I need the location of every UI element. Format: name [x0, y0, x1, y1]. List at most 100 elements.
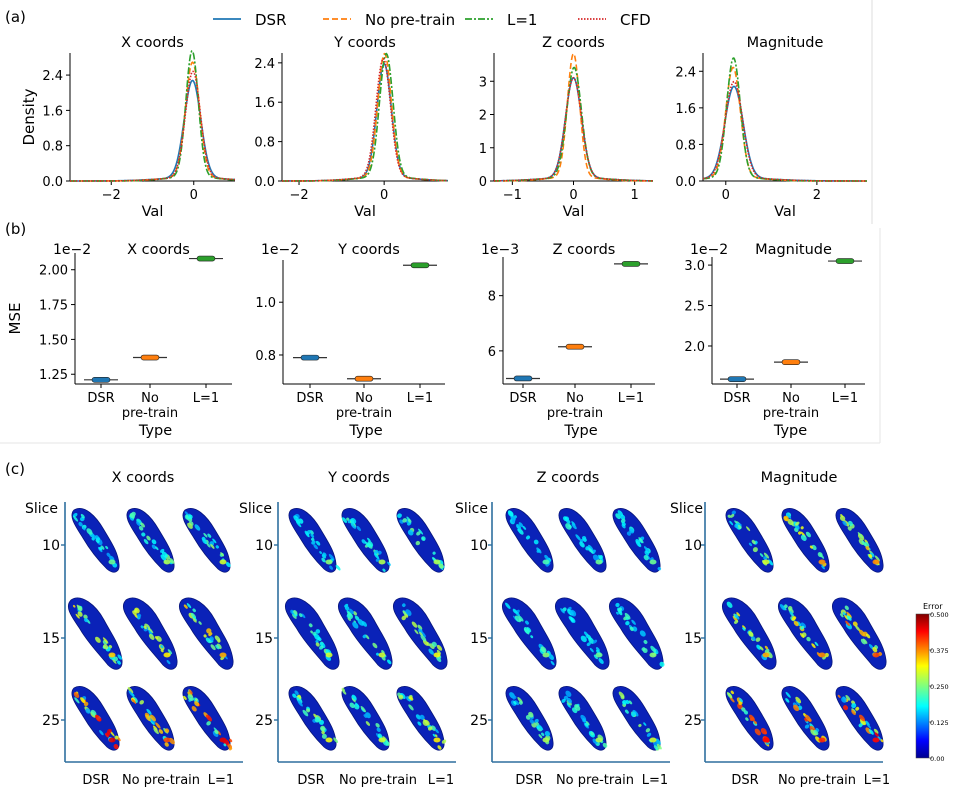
error-spot: [626, 531, 632, 536]
mse-point-no-pre-train: [354, 375, 374, 382]
error-spot: [536, 549, 541, 553]
error-map-25-l-1: [396, 686, 447, 751]
error-spot: [146, 535, 151, 541]
y-tick-label: 2.4: [675, 65, 696, 80]
error-spot: [751, 539, 756, 545]
error-hotspot: [108, 737, 116, 743]
error-spot: [95, 537, 101, 542]
slice-label: 15: [684, 631, 702, 647]
y-tick-label: 1: [479, 142, 487, 157]
error-spot: [639, 630, 646, 637]
error-spot: [739, 698, 743, 703]
error-spot: [810, 729, 816, 736]
error-spot: [734, 620, 739, 624]
error-spot: [574, 704, 581, 711]
column-label: No pre-train: [122, 773, 200, 788]
error-map-10-no-pre-train: [341, 508, 391, 573]
x-tick-label: −1: [503, 188, 522, 203]
error-map-15-dsr: [67, 597, 123, 670]
error-spot: [432, 733, 436, 737]
error-spot: [754, 728, 761, 736]
x-axis-label: Type: [563, 423, 597, 439]
error-hotspot: [108, 652, 116, 658]
error-spot: [198, 621, 202, 625]
error-spot: [789, 611, 795, 617]
mse-point-l-1: [196, 255, 216, 262]
error-spot: [598, 555, 603, 560]
error-spot: [402, 518, 407, 523]
error-map-15-l-1: [608, 597, 665, 670]
mse-point-no-pre-train: [781, 359, 801, 365]
error-spot: [877, 736, 882, 741]
error-spot: [741, 707, 746, 712]
error-spot: [143, 539, 149, 545]
colorbar-tick-label: 0.250: [930, 683, 949, 691]
error-spot: [868, 554, 873, 558]
error-hotspot-secondary: [805, 714, 811, 722]
error-spot: [726, 601, 733, 608]
error-spot: [851, 709, 856, 716]
mse-chart-title: Magnitude: [755, 242, 832, 258]
error-spot: [129, 512, 136, 519]
error-spot: [625, 699, 630, 705]
error-spot: [544, 731, 551, 737]
x-tick-label-no: No: [141, 391, 159, 406]
error-spot: [417, 721, 422, 726]
error-spot: [335, 564, 341, 571]
error-spot: [795, 700, 801, 706]
error-spot: [317, 636, 322, 642]
error-hotspot: [649, 652, 657, 658]
error-spot: [402, 610, 407, 616]
error-spot: [800, 526, 804, 530]
error-map-10-no-pre-train: [558, 508, 607, 573]
error-spot: [643, 546, 650, 553]
error-spot: [137, 613, 142, 618]
error-spot: [620, 518, 626, 524]
x-tick-label-no: No: [566, 391, 584, 406]
density-chart-title: X coords: [121, 35, 184, 51]
error-spot: [83, 701, 89, 707]
error-spot: [783, 515, 789, 522]
error-spot: [763, 552, 770, 559]
error-spot: [874, 555, 880, 562]
error-spot: [228, 738, 233, 743]
error-spot: [401, 603, 406, 608]
error-spot: [779, 604, 786, 611]
x-tick-label: DSR: [296, 391, 323, 406]
error-spot: [306, 708, 310, 713]
error-spot: [187, 694, 194, 701]
error-spot: [800, 625, 805, 630]
error-spot: [800, 622, 807, 628]
error-spot: [304, 530, 309, 536]
error-spot: [434, 734, 438, 738]
error-map-25-l-1: [182, 686, 233, 751]
error-spot: [541, 732, 545, 737]
error-spot: [298, 613, 303, 617]
error-spot: [203, 532, 208, 538]
error-spot: [569, 609, 577, 617]
error-spot: [215, 545, 219, 549]
error-spot: [420, 631, 426, 638]
error-hotspot: [219, 737, 227, 743]
error-spot: [518, 700, 523, 705]
density-chart-title: Y coords: [333, 35, 396, 51]
error-spot: [734, 614, 740, 620]
error-map-25-no-pre-train: [781, 686, 830, 751]
density-series-l-1: [282, 52, 449, 182]
x-axis-label: Type: [773, 423, 807, 439]
y-tick-label: 0.0: [42, 175, 63, 190]
y-tick-label: 2.4: [254, 57, 275, 72]
error-hotspot-secondary: [859, 629, 865, 637]
column-label: DSR: [82, 773, 109, 788]
error-spot: [113, 743, 119, 750]
error-spot: [592, 639, 598, 644]
error-spot: [320, 725, 326, 732]
error-spot: [645, 728, 651, 733]
error-spot: [91, 537, 95, 541]
slice-label: 10: [470, 538, 488, 554]
error-spot: [436, 649, 441, 655]
error-spot: [407, 529, 414, 536]
error-spot: [729, 520, 734, 526]
error-spot: [315, 629, 321, 634]
